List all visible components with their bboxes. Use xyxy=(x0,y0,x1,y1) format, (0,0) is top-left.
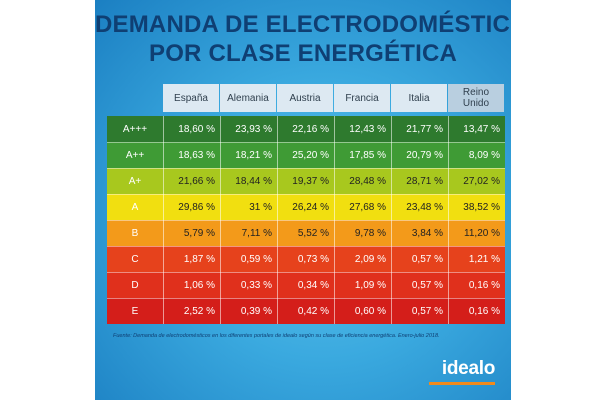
energy-class-label: C xyxy=(131,253,139,265)
source-note: Fuente: Demanda de electrodomésticos en … xyxy=(113,333,440,339)
table-cell: 17,85 % xyxy=(334,142,391,168)
table-cell: 2,52 % xyxy=(163,298,220,324)
row-separator xyxy=(107,142,505,143)
energy-class-label: A++ xyxy=(125,149,145,161)
title-line-2: POR CLASE ENERGÉTICA xyxy=(148,40,458,67)
table-cell: 25,20 % xyxy=(277,142,334,168)
row-separator xyxy=(107,194,505,195)
table-cell: 19,37 % xyxy=(277,168,334,194)
table-cell: 0,57 % xyxy=(391,298,448,324)
table-row: A+ 21,66 % 18,44 % 19,37 % 28,48 % 28,71 % 27,… xyxy=(107,168,505,194)
table-row: A++ 18,63 % 18,21 % 25,20 % 17,85 % 20,79 % 8,… xyxy=(107,142,505,168)
table-cell: 28,48 % xyxy=(334,168,391,194)
table-cell: 21,66 % xyxy=(163,168,220,194)
table-cell: 18,63 % xyxy=(163,142,220,168)
table-cell: 23,93 % xyxy=(220,116,277,142)
row-separator xyxy=(107,168,505,169)
table-cell: 21,77 % xyxy=(391,116,448,142)
table-cell: 0,33 % xyxy=(220,272,277,298)
table-cell: 0,57 % xyxy=(391,272,448,298)
column-header: España xyxy=(163,84,219,112)
table-cell: 18,44 % xyxy=(220,168,277,194)
energy-class-label: A+ xyxy=(128,175,142,187)
table-cell: 38,52 % xyxy=(448,194,505,220)
table-cell: 20,79 % xyxy=(391,142,448,168)
table-cell: 1,21 % xyxy=(448,246,505,272)
table-cell: 1,09 % xyxy=(334,272,391,298)
infographic-card: DEMANDA DE ELECTRODOMÉSTICOS POR CLASE E… xyxy=(95,0,511,400)
table-cell: 18,60 % xyxy=(163,116,220,142)
table-row: B 5,79 % 7,11 % 5,52 % 9,78 % 3,84 % 11,20 % xyxy=(107,220,505,246)
energy-class-label: A xyxy=(131,201,139,213)
table-cell: 1,87 % xyxy=(163,246,220,272)
column-header: Austria xyxy=(277,84,333,112)
table-row: D 1,06 % 0,33 % 0,34 % 1,09 % 0,57 % 0,16 % xyxy=(107,272,505,298)
chart-title: DEMANDA DE ELECTRODOMÉSTICOS POR CLASE E… xyxy=(95,10,511,68)
table-cell: 29,86 % xyxy=(163,194,220,220)
table-cell: 27,02 % xyxy=(448,168,505,194)
table-cell: 1,06 % xyxy=(163,272,220,298)
table-row: E 2,52 % 0,39 % 0,42 % 0,60 % 0,57 % 0,16 % xyxy=(107,298,505,324)
row-separator xyxy=(107,246,505,247)
table-cell: 31 % xyxy=(220,194,277,220)
table-cell: 0,42 % xyxy=(277,298,334,324)
table-cell: 22,16 % xyxy=(277,116,334,142)
energy-class-label: B xyxy=(131,227,139,239)
table-row: A 29,86 % 31 % 26,24 % 27,68 % 23,48 % 38,52 % xyxy=(107,194,505,220)
table-cell: 7,11 % xyxy=(220,220,277,246)
table-cell: 0,16 % xyxy=(448,298,505,324)
idealo-logo: idealo xyxy=(441,358,495,379)
table-cell: 9,78 % xyxy=(334,220,391,246)
table-cell: 0,57 % xyxy=(391,246,448,272)
title-line-1: DEMANDA DE ELECTRODOMÉSTICOS xyxy=(95,11,511,38)
table-cell: 5,52 % xyxy=(277,220,334,246)
table-cell: 0,73 % xyxy=(277,246,334,272)
table-cell: 3,84 % xyxy=(391,220,448,246)
table-cell: 27,68 % xyxy=(334,194,391,220)
logo-underline xyxy=(429,382,495,385)
column-header: Alemania xyxy=(220,84,276,112)
table-cell: 0,16 % xyxy=(448,272,505,298)
table-row: C 1,87 % 0,59 % 0,73 % 2,09 % 0,57 % 1,21 % xyxy=(107,246,505,272)
table-cell: 0,39 % xyxy=(220,298,277,324)
table-cell: 12,43 % xyxy=(334,116,391,142)
energy-class-label: E xyxy=(131,305,139,317)
column-header: Italia xyxy=(391,84,447,112)
table-cell: 18,21 % xyxy=(220,142,277,168)
table-cell: 23,48 % xyxy=(391,194,448,220)
table-cell: 0,59 % xyxy=(220,246,277,272)
table-cell: 26,24 % xyxy=(277,194,334,220)
row-separator xyxy=(107,272,505,273)
column-header: Reino Unido xyxy=(448,84,504,112)
table-cell: 28,71 % xyxy=(391,168,448,194)
table-cell: 8,09 % xyxy=(448,142,505,168)
row-separator xyxy=(107,220,505,221)
table-cell: 13,47 % xyxy=(448,116,505,142)
column-header: Francia xyxy=(334,84,390,112)
table-cell: 11,20 % xyxy=(448,220,505,246)
energy-class-label: D xyxy=(131,279,139,291)
table-cell: 2,09 % xyxy=(334,246,391,272)
table-cell: 0,60 % xyxy=(334,298,391,324)
energy-class-label: A+++ xyxy=(122,123,148,135)
table-cell: 5,79 % xyxy=(163,220,220,246)
table-cell: 0,34 % xyxy=(277,272,334,298)
row-separator xyxy=(107,298,505,299)
table-row: A+++ 18,60 % 23,93 % 22,16 % 12,43 % 21,77 % 1… xyxy=(107,116,505,142)
